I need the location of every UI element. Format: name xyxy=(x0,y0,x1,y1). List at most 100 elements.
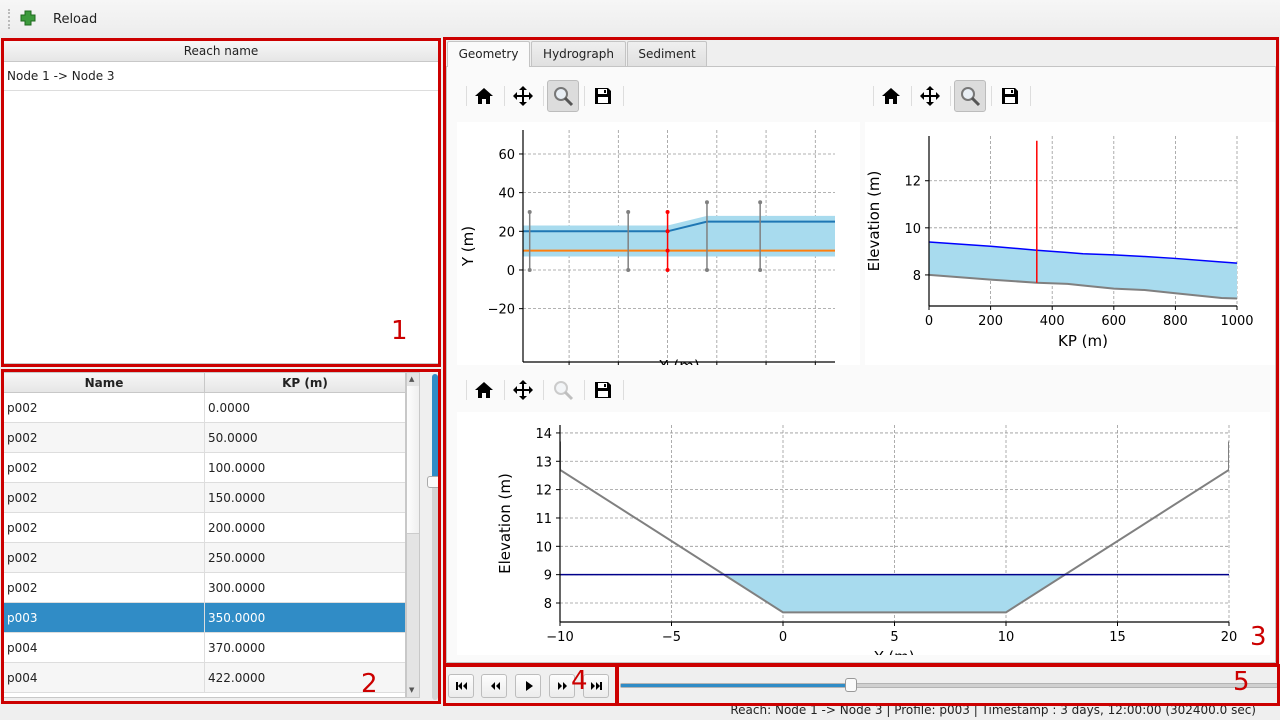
rewind-button[interactable] xyxy=(481,674,507,698)
zoom-icon xyxy=(554,381,574,401)
zoom-button[interactable] xyxy=(547,374,579,406)
table-row[interactable]: p004 370.0000 xyxy=(4,633,405,663)
reach-row[interactable]: Node 1 -> Node 3 xyxy=(4,62,438,91)
toolbar-separator xyxy=(466,380,467,400)
series-point xyxy=(665,267,670,272)
cell-kp: 50.0000 xyxy=(208,431,258,445)
last-icon xyxy=(590,682,602,690)
table-row[interactable]: p002 50.0000 xyxy=(4,423,405,453)
y-tick-label: 8 xyxy=(913,269,921,284)
x-tick-label: −5 xyxy=(662,630,681,645)
profile-slider-handle[interactable] xyxy=(427,475,441,488)
tab-sediment[interactable]: Sediment xyxy=(627,41,707,66)
cell-kp: 250.0000 xyxy=(208,551,266,565)
plot-area xyxy=(929,140,1237,300)
reach-name-header[interactable]: Reach name xyxy=(4,41,438,62)
save-button[interactable] xyxy=(587,80,619,112)
profile-slider[interactable] xyxy=(427,374,441,700)
move-icon xyxy=(920,86,940,106)
time-slider-fill xyxy=(621,684,851,687)
fast-forward-icon xyxy=(557,682,567,690)
zoom-icon xyxy=(961,87,981,107)
x-tick-label: 20 xyxy=(1221,630,1238,645)
x-tick-label: 400 xyxy=(1040,314,1065,329)
play-button[interactable] xyxy=(515,674,541,698)
fast-forward-button[interactable] xyxy=(549,674,575,698)
home-icon xyxy=(475,88,493,104)
series-point xyxy=(626,209,631,214)
y-tick-label: 11 xyxy=(535,512,552,527)
cell-kp: 0.0000 xyxy=(208,401,250,415)
green-plus-icon[interactable] xyxy=(20,10,36,29)
scroll-down-icon[interactable]: ▼ xyxy=(409,686,415,694)
first-icon xyxy=(455,682,467,690)
last-button[interactable] xyxy=(583,674,609,698)
table-row[interactable]: p004 422.0000 xyxy=(4,663,405,693)
zoom-button[interactable] xyxy=(547,80,579,112)
plan-view-plot[interactable]: 300325350375400425−200204060X (m)Y (m) xyxy=(457,122,860,365)
home-icon xyxy=(882,88,900,104)
header-kp[interactable]: KP (m) xyxy=(282,376,328,390)
y-tick-label: 10 xyxy=(535,540,552,555)
x-tick-label: 15 xyxy=(1109,630,1126,645)
cell-kp: 150.0000 xyxy=(208,491,266,505)
x-axis-label: Y (m) xyxy=(873,648,914,655)
y-tick-label: 60 xyxy=(498,148,515,163)
cell-name: p002 xyxy=(4,543,205,573)
home-button[interactable] xyxy=(468,374,500,406)
cell-name: p004 xyxy=(4,633,205,663)
move-button[interactable] xyxy=(507,80,539,112)
home-icon xyxy=(475,382,493,398)
table-row[interactable]: p002 300.0000 xyxy=(4,573,405,603)
table-scrollbar[interactable]: ▲ ▼ xyxy=(406,372,420,698)
annotation-label-1: 1 xyxy=(391,316,408,346)
save-button[interactable] xyxy=(587,374,619,406)
move-button[interactable] xyxy=(914,80,946,112)
table-row[interactable]: p003 350.0000 xyxy=(4,603,405,633)
time-slider[interactable] xyxy=(620,678,1278,692)
cell-name: p002 xyxy=(4,393,205,423)
y-tick-label: 9 xyxy=(544,569,552,584)
move-button[interactable] xyxy=(507,374,539,406)
y-tick-label: −20 xyxy=(488,303,515,318)
home-button[interactable] xyxy=(875,80,907,112)
first-button[interactable] xyxy=(448,674,474,698)
header-name[interactable]: Name xyxy=(4,373,205,393)
y-tick-label: 13 xyxy=(535,455,552,470)
y-tick-label: 12 xyxy=(904,175,921,190)
series-point xyxy=(758,267,763,272)
y-axis-label: Elevation (m) xyxy=(496,473,514,574)
tab-hydrograph[interactable]: Hydrograph xyxy=(531,41,626,66)
table-row[interactable]: p002 250.0000 xyxy=(4,543,405,573)
home-button[interactable] xyxy=(468,80,500,112)
save-icon xyxy=(595,382,611,398)
toolbar-separator xyxy=(504,380,505,400)
save-button[interactable] xyxy=(994,80,1026,112)
toolbar-grip[interactable] xyxy=(8,9,12,29)
table-row[interactable]: p002 0.0000 xyxy=(4,393,405,423)
cell-name: p002 xyxy=(4,453,205,483)
longitudinal-profile-plot[interactable]: 0 200 400 600 800 1000 8 10 12 KP (m) Elevation (m… xyxy=(865,122,1275,365)
toolbar-separator xyxy=(543,380,544,400)
series-point xyxy=(665,229,670,234)
cross-section-plot[interactable]: −10 −5 0 5 10 15 20 8 9 10 11 12 13 14 Y (m) Elevation … xyxy=(457,412,1270,655)
table-row[interactable]: p002 200.0000 xyxy=(4,513,405,543)
series-point xyxy=(704,267,709,272)
x-tick-label: 800 xyxy=(1163,314,1188,329)
y-tick-label: 10 xyxy=(904,222,921,237)
series-point xyxy=(527,267,532,272)
scroll-up-icon[interactable]: ▲ xyxy=(409,375,415,383)
table-row[interactable]: p002 100.0000 xyxy=(4,453,405,483)
reload-button[interactable]: Reload xyxy=(53,12,98,27)
table-row[interactable]: p002 150.0000 xyxy=(4,483,405,513)
cell-name: p002 xyxy=(4,513,205,543)
cell-name: p003 xyxy=(4,603,205,633)
scrollbar-thumb[interactable] xyxy=(407,386,419,534)
move-icon xyxy=(513,86,533,106)
cell-name: p002 xyxy=(4,573,205,603)
y-axis-label: Elevation (m) xyxy=(865,171,883,272)
zoom-button[interactable] xyxy=(954,80,986,112)
time-slider-handle[interactable] xyxy=(844,678,857,692)
status-bar: Reach: Node 1 -> Node 3 | Profile: p003 … xyxy=(730,703,1256,717)
tab-geometry[interactable]: Geometry xyxy=(447,41,530,67)
